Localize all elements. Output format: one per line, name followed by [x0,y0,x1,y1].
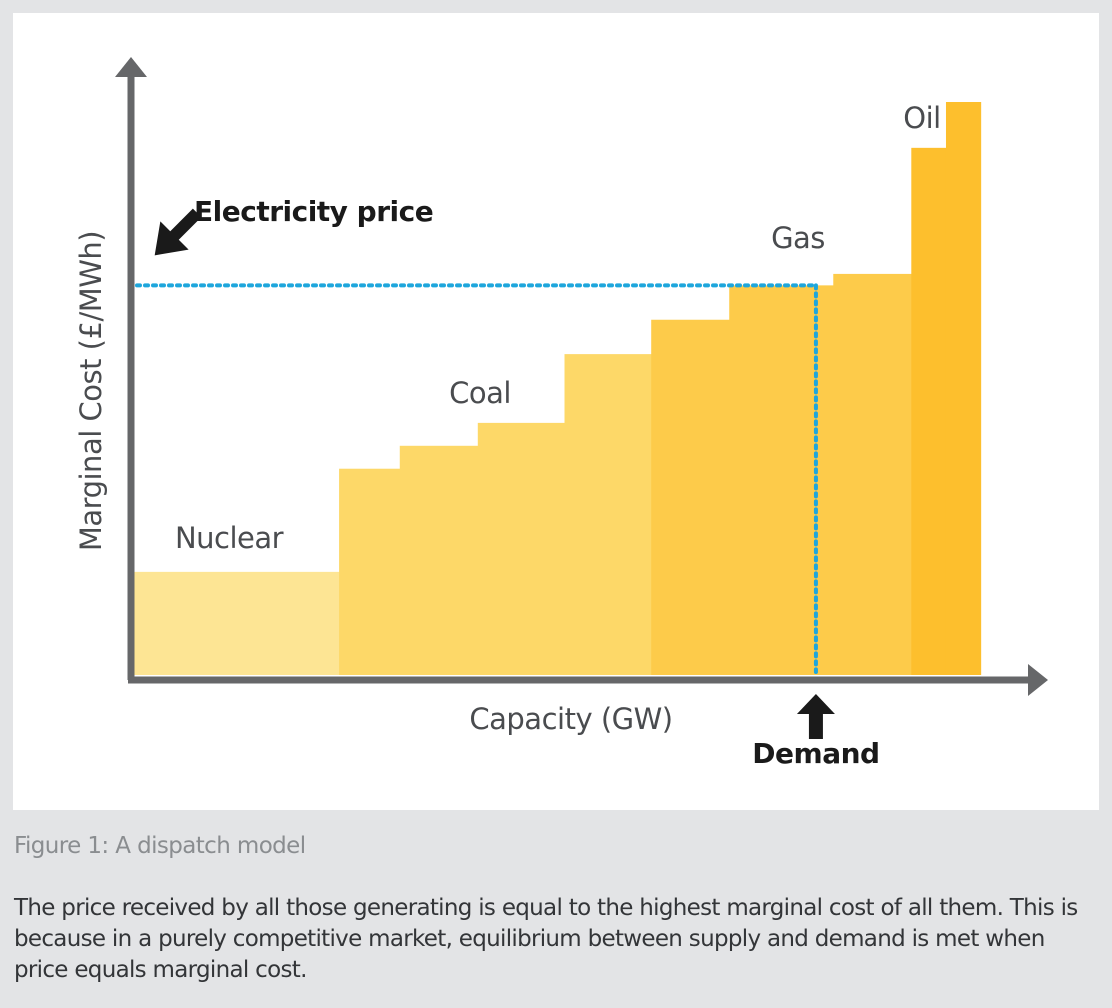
series-label-gas: Gas [771,221,825,255]
coal-bar-3 [477,422,565,675]
figure-description: The price received by all those generati… [14,895,1078,983]
x-axis-label: Capacity (GW) [469,702,672,736]
demand-arrow-head [796,694,835,714]
coal-bar-4 [564,354,652,675]
gas-bar-1 [651,319,730,675]
axes-layer [115,57,1048,696]
gas-bar-2 [729,285,834,675]
y-axis-label: Marginal Cost (£/MWh) [74,231,108,551]
price-arrow-icon [154,208,202,256]
gas-bar-3 [833,273,912,675]
price-arrow-shaft [167,208,202,243]
y-axis-arrow [115,57,147,77]
bars-layer [131,102,982,676]
nuclear-bar-1 [131,571,340,675]
figure-caption: Figure 1: A dispatch model [14,833,306,859]
annotations-layer [135,208,835,739]
demand-arrow-icon [796,694,835,739]
series-label-oil: Oil [903,101,940,135]
dispatch-chart: Nuclear Coal Gas Oil Capacity (GW) Marginal C… [74,57,1048,770]
price-arrow-head [154,221,189,256]
series-label-nuclear: Nuclear [175,521,284,555]
demand-annotation-label: Demand [752,737,879,770]
series-label-coal: Coal [449,376,511,410]
coal-bar-2 [399,445,479,675]
demand-arrow-shaft [808,712,823,739]
oil-bar-2 [945,102,982,675]
x-axis-arrow [1028,664,1048,696]
labels-layer: Nuclear Coal Gas Oil Capacity (GW) Marginal C… [74,101,941,770]
coal-bar-1 [339,468,401,675]
oil-bar-1 [911,147,947,676]
figure-panel: Nuclear Coal Gas Oil Capacity (GW) Marginal C… [13,13,1099,810]
price-annotation-label: Electricity price [194,195,433,228]
